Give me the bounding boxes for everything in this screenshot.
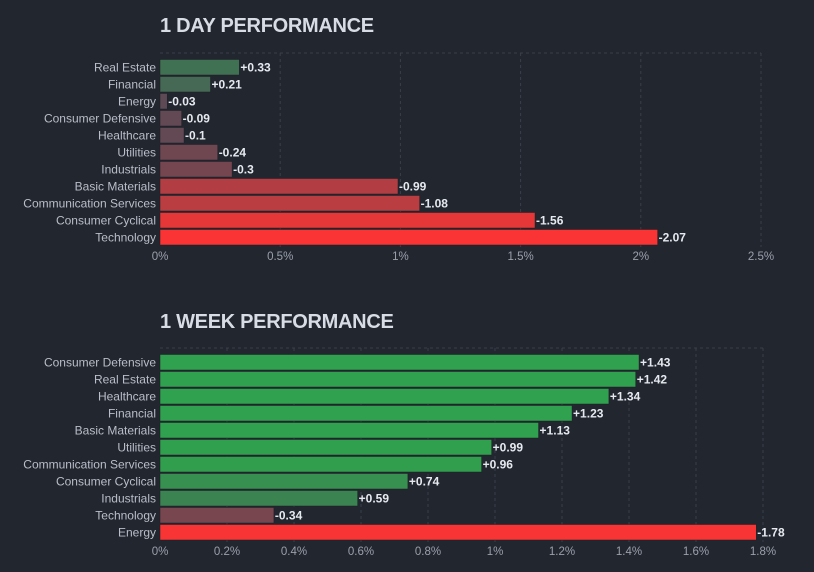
category-label: Financial [108,78,156,92]
value-label: -0.1 [185,129,206,143]
bar[interactable] [159,388,610,405]
x-tick-label: 0.8% [415,546,441,558]
x-tick-label: 0.2% [214,546,240,558]
category-label: Consumer Cyclical [56,475,156,489]
value-label: -0.34 [275,509,303,523]
bar[interactable] [159,490,358,507]
value-label: -0.99 [399,180,427,194]
x-tick-label: 2.5% [748,251,774,263]
chart-1-day-performance: 0% 0.5% 1% 1.5% 2% 2.5% Real Estate +0.33 Financ… [23,52,774,263]
value-label: -0.3 [233,163,254,177]
bar[interactable] [159,76,211,93]
category-label: Industrials [101,492,156,506]
bar[interactable] [159,212,536,229]
chart-1-week-performance: 0% 0.2% 0.4% 0.6% 0.8% 1% 1.2% 1.4% 1.6% 1.8% Cons… [23,347,785,558]
bar[interactable] [159,371,636,388]
value-label: +0.59 [359,492,390,506]
value-label: -1.56 [536,214,564,228]
bar[interactable] [159,127,185,144]
category-label: Healthcare [98,129,156,143]
bar[interactable] [159,507,275,524]
value-label: -1.08 [421,197,449,211]
bar[interactable] [159,405,573,422]
category-label: Basic Materials [75,180,156,194]
x-tick-label: 0% [152,251,169,263]
value-label: -0.24 [219,146,247,160]
x-tick-label: 0.5% [267,251,293,263]
x-tick-label: 1.8% [750,546,776,558]
x-tick-label: 1% [392,251,409,263]
value-label: +1.43 [640,356,671,370]
value-label: +0.33 [240,61,271,75]
bar[interactable] [159,144,218,161]
bar[interactable] [159,456,482,473]
bar[interactable] [159,524,757,541]
category-label: Communication Services [23,197,156,211]
category-label: Financial [108,407,156,421]
value-label: +0.96 [483,458,514,472]
x-tick-label: 1.2% [549,546,575,558]
x-tick-label: 1% [487,546,504,558]
category-label: Basic Materials [75,424,156,438]
bar[interactable] [159,354,640,371]
bar[interactable] [159,59,240,76]
bar[interactable] [159,93,168,110]
value-label: +1.42 [637,373,668,387]
category-label: Technology [95,231,156,245]
category-label: Consumer Cyclical [56,214,156,228]
value-label: +1.23 [573,407,604,421]
chart-title-1-week: 1 WEEK PERFORMANCE [160,311,394,333]
bar[interactable] [159,229,658,246]
category-label: Consumer Defensive [44,356,156,370]
bar[interactable] [159,161,233,178]
x-tick-label: 1.5% [507,251,533,263]
value-label: -0.09 [183,112,211,126]
x-tick-label: 0% [152,546,169,558]
bar[interactable] [159,178,399,195]
category-label: Energy [118,526,156,540]
bar[interactable] [159,195,420,212]
value-label: -0.03 [168,95,196,109]
x-tick-label: 1.6% [683,546,709,558]
bar[interactable] [159,439,492,456]
x-tick-label: 2% [632,251,649,263]
value-label: -1.78 [757,526,785,540]
value-label: +1.13 [540,424,571,438]
chart-title-1-day: 1 DAY PERFORMANCE [160,15,374,37]
bar[interactable] [159,422,539,439]
category-label: Utilities [117,146,156,160]
category-label: Real Estate [94,61,156,75]
category-label: Communication Services [23,458,156,472]
category-label: Utilities [117,441,156,455]
category-label: Energy [118,95,156,109]
value-label: +0.21 [211,78,242,92]
value-label: +0.74 [409,475,440,489]
category-label: Technology [95,509,156,523]
category-label: Industrials [101,163,156,177]
value-label: +1.34 [610,390,641,404]
bar[interactable] [159,473,409,490]
x-tick-label: 0.6% [348,546,374,558]
x-tick-label: 0.4% [281,546,307,558]
value-label: +0.99 [493,441,524,455]
category-label: Healthcare [98,390,156,404]
category-label: Real Estate [94,373,156,387]
bar[interactable] [159,110,182,127]
x-tick-label: 1.4% [616,546,642,558]
value-label: -2.07 [659,231,687,245]
category-label: Consumer Defensive [44,112,156,126]
